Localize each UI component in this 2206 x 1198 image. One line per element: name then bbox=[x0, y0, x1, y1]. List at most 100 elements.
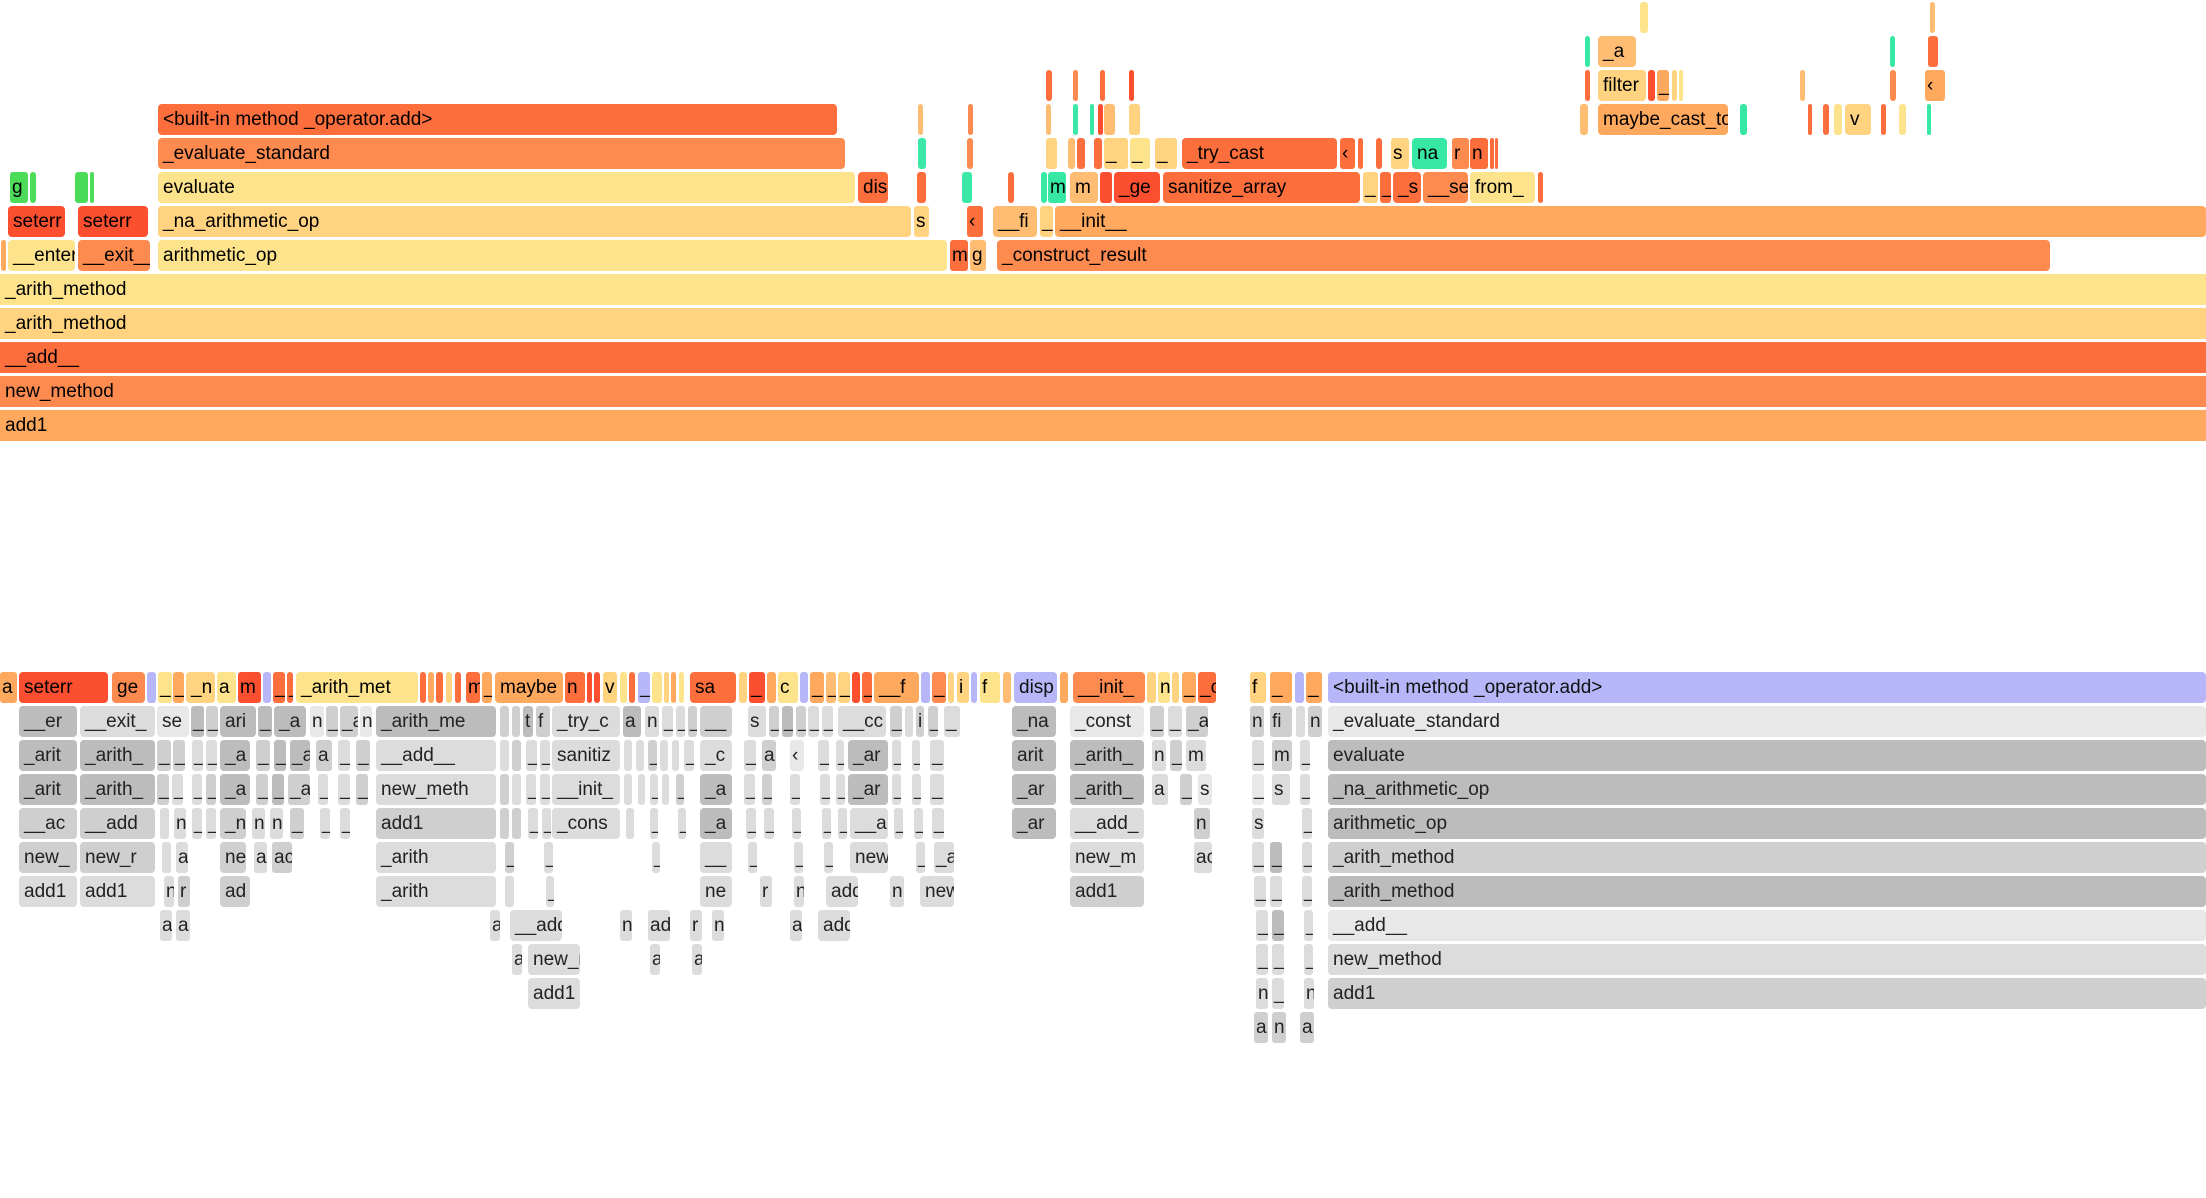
flame-frame[interactable]: f bbox=[1250, 672, 1266, 703]
flame-frame[interactable]: __init_ bbox=[552, 774, 620, 805]
flame-frame-unlabeled[interactable] bbox=[1100, 172, 1112, 203]
flame-frame[interactable]: _ bbox=[822, 808, 831, 839]
flame-frame[interactable]: _ bbox=[173, 672, 184, 703]
flame-frame-unlabeled[interactable] bbox=[1100, 70, 1105, 101]
flame-frame[interactable]: _ bbox=[1306, 672, 1322, 703]
flame-frame[interactable]: a bbox=[316, 740, 332, 771]
flame-frame[interactable]: _ bbox=[338, 740, 350, 771]
flame-frame[interactable]: t bbox=[523, 706, 533, 737]
flame-frame-unlabeled[interactable] bbox=[921, 672, 930, 703]
flame-frame-unlabeled[interactable] bbox=[664, 672, 669, 703]
flame-frame[interactable]: add bbox=[826, 876, 858, 907]
flame-frame[interactable]: _ bbox=[838, 808, 847, 839]
flame-frame-unlabeled[interactable] bbox=[1098, 104, 1103, 135]
flame-frame[interactable]: ne bbox=[700, 876, 732, 907]
flame-frame[interactable]: ge bbox=[112, 672, 145, 703]
flame-frame-unlabeled[interactable] bbox=[500, 706, 509, 737]
flame-frame[interactable]: _ bbox=[206, 808, 216, 839]
flame-frame[interactable]: _a bbox=[1186, 706, 1208, 737]
flame-frame[interactable]: new bbox=[850, 842, 888, 873]
flame-frame[interactable]: _ bbox=[824, 842, 833, 873]
flame-frame[interactable]: s bbox=[914, 206, 929, 237]
flame-frame-unlabeled[interactable] bbox=[652, 672, 662, 703]
flame-frame[interactable]: _ bbox=[650, 774, 658, 805]
flame-frame[interactable]: n bbox=[252, 808, 265, 839]
flame-frame[interactable]: _ bbox=[256, 740, 270, 771]
flame-frame[interactable]: _ bbox=[782, 706, 793, 737]
flame-frame[interactable]: n bbox=[565, 672, 585, 703]
flame-frame[interactable]: s bbox=[748, 706, 766, 737]
flame-frame[interactable]: n bbox=[1194, 808, 1210, 839]
flame-frame[interactable]: _arit bbox=[19, 740, 77, 771]
flame-frame[interactable]: _ bbox=[157, 740, 171, 771]
flame-frame[interactable]: n bbox=[794, 876, 804, 907]
flame-frame[interactable]: __ac bbox=[19, 808, 77, 839]
flame-frame[interactable]: _ bbox=[684, 740, 694, 771]
flame-frame-unlabeled[interactable] bbox=[1740, 104, 1747, 135]
flame-frame[interactable]: _ bbox=[356, 774, 368, 805]
flame-frame-unlabeled[interactable] bbox=[500, 740, 509, 771]
flame-frame[interactable]: _ bbox=[744, 740, 756, 771]
flame-frame-unlabeled[interactable] bbox=[1823, 104, 1829, 135]
flame-frame[interactable]: s bbox=[1198, 774, 1212, 805]
flame-frame-unlabeled[interactable] bbox=[512, 706, 520, 737]
flame-frame-unlabeled[interactable] bbox=[800, 672, 808, 703]
flame-frame[interactable]: _ar bbox=[1012, 808, 1056, 839]
flame-frame-unlabeled[interactable] bbox=[1073, 70, 1078, 101]
flame-frame[interactable]: a bbox=[650, 944, 660, 975]
flame-frame[interactable]: __se bbox=[1423, 172, 1468, 203]
flame-frame[interactable]: _ bbox=[1272, 944, 1284, 975]
flame-frame[interactable]: add1 bbox=[1328, 978, 2206, 1009]
flame-frame-unlabeled[interactable] bbox=[1129, 70, 1134, 101]
flame-frame[interactable]: ad bbox=[648, 910, 670, 941]
flame-frame[interactable]: _ bbox=[892, 774, 901, 805]
flame-frame-unlabeled[interactable] bbox=[679, 672, 684, 703]
flame-frame[interactable]: arithmetic_op bbox=[158, 240, 947, 271]
flame-frame-unlabeled[interactable] bbox=[512, 740, 521, 771]
flame-frame[interactable]: _ bbox=[206, 774, 216, 805]
flame-frame[interactable]: _a bbox=[340, 706, 358, 737]
flame-frame-unlabeled[interactable] bbox=[962, 172, 972, 203]
flame-frame[interactable]: _arith_method bbox=[1328, 842, 2206, 873]
flame-frame[interactable]: _ bbox=[1150, 706, 1164, 737]
flame-frame-unlabeled[interactable] bbox=[739, 672, 747, 703]
flame-frame-unlabeled[interactable] bbox=[90, 172, 94, 203]
flame-frame[interactable]: _ bbox=[932, 808, 944, 839]
flame-frame[interactable]: _ bbox=[318, 774, 328, 805]
flame-frame[interactable]: n bbox=[890, 876, 904, 907]
flame-frame[interactable]: _ bbox=[676, 706, 685, 737]
flame-frame-unlabeled[interactable] bbox=[672, 740, 679, 771]
flame-frame-unlabeled[interactable] bbox=[1073, 104, 1078, 135]
flame-frame[interactable]: _ bbox=[762, 774, 772, 805]
flame-frame[interactable]: disp bbox=[1014, 672, 1057, 703]
flame-frame[interactable]: _arith_ bbox=[1070, 774, 1144, 805]
flame-frame[interactable]: _ bbox=[1252, 740, 1264, 771]
flame-frame[interactable]: _ bbox=[914, 808, 923, 839]
flame-frame-unlabeled[interactable] bbox=[1928, 36, 1938, 67]
flame-frame[interactable]: m bbox=[238, 672, 261, 703]
flame-frame[interactable]: a bbox=[254, 842, 267, 873]
flame-frame[interactable]: _ bbox=[912, 774, 921, 805]
flame-frame-unlabeled[interactable] bbox=[624, 774, 632, 805]
flame-frame[interactable]: from_ bbox=[1470, 172, 1535, 203]
flame-frame-unlabeled[interactable] bbox=[1046, 70, 1052, 101]
flame-frame-unlabeled[interactable] bbox=[1147, 672, 1156, 703]
flame-frame[interactable]: filter bbox=[1598, 70, 1646, 101]
flame-frame[interactable]: a bbox=[160, 910, 172, 941]
flame-frame[interactable]: _ bbox=[546, 876, 554, 907]
flame-frame[interactable]: _arit bbox=[19, 774, 77, 805]
flame-frame[interactable]: _ bbox=[894, 808, 903, 839]
flame-frame[interactable]: ‹ bbox=[967, 206, 983, 237]
flame-frame[interactable]: _ bbox=[1363, 172, 1378, 203]
flame-frame-unlabeled[interactable] bbox=[1008, 172, 1014, 203]
flame-frame[interactable]: __add__ bbox=[376, 740, 496, 771]
flame-frame-unlabeled[interactable] bbox=[626, 808, 634, 839]
flame-frame[interactable]: _ar bbox=[848, 740, 888, 771]
flame-frame[interactable]: _ bbox=[1180, 774, 1192, 805]
flame-frame[interactable]: f bbox=[980, 672, 1000, 703]
flame-frame[interactable]: n bbox=[174, 808, 186, 839]
flame-frame[interactable]: _ bbox=[1168, 706, 1182, 737]
flame-frame-unlabeled[interactable] bbox=[428, 672, 434, 703]
flame-frame[interactable]: _arith_me bbox=[376, 706, 496, 737]
flame-frame-unlabeled[interactable] bbox=[1899, 104, 1906, 135]
